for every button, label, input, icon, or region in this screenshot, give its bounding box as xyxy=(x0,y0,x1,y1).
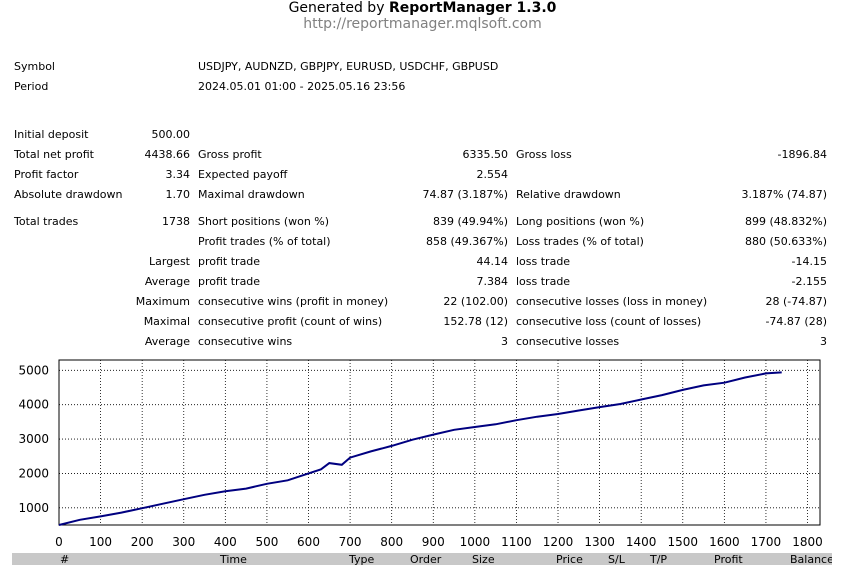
x-tick-label: 900 xyxy=(422,535,445,549)
maximal-drawdown-value: 74.87 (3.187%) xyxy=(422,188,508,201)
largest-profit-label: profit trade xyxy=(198,255,261,268)
profit-trades-value: 858 (49.367%) xyxy=(425,235,508,248)
average-loss-value: -2.155 xyxy=(791,275,827,288)
average-cons-label: Average xyxy=(144,335,190,348)
x-tick-label: 500 xyxy=(255,535,278,549)
col-profit: Profit xyxy=(714,553,743,565)
maximal-cons-loss-value: -74.87 (28) xyxy=(765,315,827,328)
short-positions-label: Short positions (won %) xyxy=(198,215,330,228)
absolute-drawdown-label: Absolute drawdown xyxy=(14,188,123,201)
y-tick-label: 1000 xyxy=(18,501,49,515)
col-time: Time xyxy=(220,553,247,565)
x-tick-label: 1200 xyxy=(543,535,574,549)
gross-loss-label: Gross loss xyxy=(516,148,572,161)
x-tick-label: 700 xyxy=(339,535,362,549)
y-tick-label: 4000 xyxy=(18,398,49,412)
report-title: Generated by ReportManager 1.3.0 xyxy=(288,0,557,16)
avg-cons-losses-label: consecutive losses xyxy=(516,335,620,348)
avg-cons-losses-value: 3 xyxy=(820,335,827,348)
symbol-label: Symbol xyxy=(14,60,55,73)
largest-profit-value: 44.14 xyxy=(476,255,509,268)
product-name: ReportManager 1.3.0 xyxy=(388,0,557,16)
max-cons-losses-label: consecutive losses (loss in money) xyxy=(516,295,708,308)
gross-profit-label: Gross profit xyxy=(198,148,262,161)
average-profit-value: 7.384 xyxy=(476,275,509,288)
x-tick-label: 1700 xyxy=(751,535,782,549)
avg-cons-wins-label: consecutive wins xyxy=(198,335,293,348)
x-tick-label: 300 xyxy=(172,535,195,549)
expected-payoff-label: Expected payoff xyxy=(198,168,288,181)
average-loss-label: loss trade xyxy=(516,275,571,288)
y-tick-label: 3000 xyxy=(18,432,49,446)
max-cons-losses-value: 28 (-74.87) xyxy=(765,295,827,308)
short-positions-value: 839 (49.94%) xyxy=(432,215,508,228)
x-tick-label: 1400 xyxy=(626,535,657,549)
x-tick-label: 1600 xyxy=(709,535,740,549)
col-sl: S/L xyxy=(608,553,625,565)
total-net-profit-label: Total net profit xyxy=(14,148,94,161)
balance-line xyxy=(58,371,782,526)
x-tick-label: 800 xyxy=(380,535,403,549)
absolute-drawdown-value: 1.70 xyxy=(165,188,191,201)
profit-factor-label: Profit factor xyxy=(14,168,79,181)
x-tick-label: 200 xyxy=(131,535,154,549)
relative-drawdown-label: Relative drawdown xyxy=(516,188,621,201)
x-tick-label: 600 xyxy=(297,535,320,549)
col-order: Order xyxy=(410,553,442,565)
average-profit-label: profit trade xyxy=(198,275,261,288)
maximal-cons-loss-label: consecutive loss (count of losses) xyxy=(516,315,702,328)
x-tick-label: 1100 xyxy=(501,535,532,549)
col-type: Type xyxy=(349,553,375,565)
total-trades-value: 1738 xyxy=(162,215,190,228)
profit-trades-label: Profit trades (% of total) xyxy=(198,235,331,248)
loss-trades-value: 880 (50.633%) xyxy=(744,235,827,248)
col-size: Size xyxy=(472,553,495,565)
profit-factor-value: 3.34 xyxy=(165,168,191,181)
maximal-cons-profit-label: consecutive profit (count of wins) xyxy=(198,315,383,328)
gross-profit-value: 6335.50 xyxy=(462,148,509,161)
loss-trades-label: Loss trades (% of total) xyxy=(516,235,644,248)
average-label: Average xyxy=(144,275,190,288)
long-positions-label: Long positions (won %) xyxy=(516,215,645,228)
maximal-drawdown-label: Maximal drawdown xyxy=(198,188,305,201)
gross-loss-value: -1896.84 xyxy=(777,148,827,161)
balance-chart: 0 100 200 300 400 500 600 700 800 900 1000 1100 1200… xyxy=(18,359,823,549)
x-tick-label: 400 xyxy=(214,535,237,549)
total-net-profit-value: 4438.66 xyxy=(144,148,191,161)
col-balance: Balance xyxy=(790,553,832,565)
x-tick-label: 0 xyxy=(55,535,63,549)
maximal-cons-profit-value: 152.78 (12) xyxy=(443,315,508,328)
x-tick-label: 1300 xyxy=(584,535,615,549)
col-price: Price xyxy=(556,553,583,565)
y-tick-label: 5000 xyxy=(18,363,49,377)
avg-cons-wins-value: 3 xyxy=(501,335,508,348)
x-tick-label: 1500 xyxy=(667,535,698,549)
largest-label: Largest xyxy=(149,255,190,268)
relative-drawdown-value: 3.187% (74.87) xyxy=(741,188,827,201)
long-positions-value: 899 (48.832%) xyxy=(744,215,827,228)
maximum-label: Maximum xyxy=(135,295,190,308)
largest-loss-value: -14.15 xyxy=(791,255,827,268)
expected-payoff-value: 2.554 xyxy=(476,168,509,181)
total-trades-label: Total trades xyxy=(14,215,79,228)
period-value: 2024.05.01 01:00 - 2025.05.16 23:56 xyxy=(198,80,406,93)
trades-table-header: # Time Type Order Size Price S/L T/P Pro… xyxy=(12,553,832,565)
period-label: Period xyxy=(14,80,49,93)
x-tick-label: 100 xyxy=(89,535,112,549)
largest-loss-label: loss trade xyxy=(516,255,571,268)
report-url[interactable]: http://reportmanager.mqlsoft.com xyxy=(303,16,542,32)
col-tp: T/P xyxy=(650,553,668,565)
max-cons-wins-value: 22 (102.00) xyxy=(443,295,508,308)
col-num: # xyxy=(60,553,70,565)
y-tick-label: 2000 xyxy=(18,466,49,480)
x-tick-label: 1800 xyxy=(792,535,823,549)
initial-deposit-value: 500.00 xyxy=(151,128,191,141)
symbol-value: USDJPY, AUDNZD, GBPJPY, EURUSD, USDCHF, … xyxy=(198,60,499,73)
x-tick-label: 1000 xyxy=(460,535,491,549)
max-cons-wins-label: consecutive wins (profit in money) xyxy=(198,295,389,308)
initial-deposit-label: Initial deposit xyxy=(14,128,89,141)
maximal-label: Maximal xyxy=(143,315,190,328)
